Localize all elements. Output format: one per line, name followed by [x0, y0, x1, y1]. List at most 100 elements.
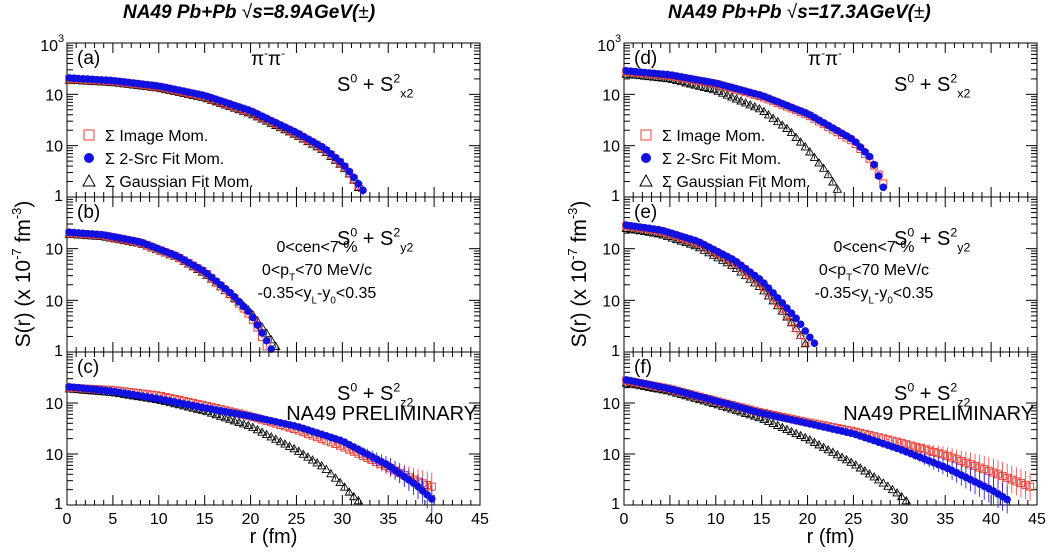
title-left: NA49 Pb+Pb √s=8.9AGeV(±) [123, 2, 376, 23]
data-point [952, 455, 961, 464]
data-point [823, 444, 833, 454]
data-point [920, 445, 929, 454]
data-point [238, 419, 249, 428]
data-point [215, 411, 226, 420]
data-point [818, 163, 829, 172]
data-point [783, 304, 791, 312]
data-point [814, 157, 824, 167]
data-point [1007, 475, 1016, 484]
data-point [861, 148, 869, 156]
data-point [704, 83, 714, 93]
data-point [699, 82, 710, 91]
data-point [993, 470, 1002, 479]
data-point [769, 289, 777, 297]
cut-pt: 0<pT<70 MeV/c [262, 262, 372, 283]
data-point [266, 432, 276, 441]
y-tick-label: 10 [45, 87, 63, 104]
data-point [1012, 477, 1021, 486]
data-point [653, 72, 664, 82]
data-point [353, 495, 364, 505]
cut-centrality: 0<cen<7 % [834, 239, 915, 256]
x-axis-title: r (fm) [250, 526, 298, 548]
data-point [800, 338, 811, 348]
data-point [818, 442, 829, 451]
data-point [731, 94, 742, 103]
preliminary-label: NA49 PRELIMINARY [843, 403, 1034, 425]
data-point [1003, 473, 1012, 482]
data-point [760, 279, 768, 287]
y-tick-label: 10 [602, 242, 620, 259]
y-tick-label: 10 [602, 87, 620, 104]
data-point [971, 461, 980, 470]
data-point [837, 452, 847, 461]
legend-label: Σ Gaussian Fit Mom. [105, 174, 254, 191]
data-point [865, 152, 874, 161]
data-point [791, 428, 801, 438]
data-point [810, 339, 819, 347]
cut-rapidity: -0.35<yL-y0<0.35 [258, 285, 377, 306]
data-point [902, 440, 911, 449]
data-point [892, 488, 902, 497]
data-point [874, 172, 883, 180]
data-point [961, 458, 970, 467]
data-point [768, 418, 778, 427]
data-point [809, 152, 820, 161]
data-point [800, 141, 811, 151]
data-point [354, 180, 363, 188]
y-axis-title-2: S(r) (x 10-7 fm-3) [565, 201, 591, 348]
cut-pt: 0<pT<70 MeV/c [819, 262, 929, 283]
panel-label: (e) [634, 202, 657, 223]
x-tick-label: 35 [936, 511, 954, 528]
preliminary-label: NA49 PRELIMINARY [286, 403, 477, 425]
panel-frame [66, 351, 481, 506]
data-point [234, 417, 244, 426]
data-point [763, 416, 774, 425]
data-point [262, 336, 271, 345]
data-point [349, 491, 359, 501]
series-filled-circle [622, 376, 1011, 514]
series-filled-circle [65, 74, 367, 196]
data-point [873, 475, 884, 484]
y-tick-label: 10 [45, 139, 63, 156]
data-point [998, 472, 1007, 481]
x-tick-label: 10 [150, 511, 168, 528]
y-axis-label: S(r) (x 10-7 fm-3) [565, 201, 591, 348]
legend-label: Σ Image Mom. [662, 128, 765, 145]
data-point [878, 478, 889, 487]
data-point [792, 324, 801, 333]
data-point [795, 430, 806, 440]
x-tick-label: 40 [982, 511, 1000, 528]
series-open-triangle [621, 223, 811, 348]
data-point [339, 482, 350, 491]
data-point [832, 184, 843, 193]
component-label: S0 + S2y2 [337, 226, 413, 255]
x-tick-label: 30 [890, 511, 908, 528]
data-point [759, 414, 769, 423]
legend-marker [640, 129, 652, 141]
data-point [800, 432, 811, 442]
y-tick-label-exp: 3 [58, 33, 64, 45]
data-point [887, 484, 898, 494]
data-point [814, 439, 824, 449]
data-point [658, 73, 668, 82]
data-point [792, 314, 800, 323]
panel-label: (d) [634, 48, 657, 69]
data-point [938, 450, 947, 459]
data-point [335, 477, 345, 486]
data-point [786, 127, 797, 137]
legend-label: Σ 2-Src Fit Mom. [105, 151, 224, 168]
x-tick-label: 10 [707, 511, 725, 528]
data-point [791, 132, 801, 141]
data-point [911, 442, 920, 451]
legend-marker [83, 129, 95, 141]
data-point [267, 345, 276, 353]
data-point [980, 465, 989, 474]
data-point [901, 495, 911, 505]
x-tick-label: 0 [63, 511, 72, 528]
y-tick-label: 10 [602, 396, 620, 413]
data-point [806, 333, 814, 342]
data-point [801, 338, 810, 347]
data-point [284, 441, 295, 450]
